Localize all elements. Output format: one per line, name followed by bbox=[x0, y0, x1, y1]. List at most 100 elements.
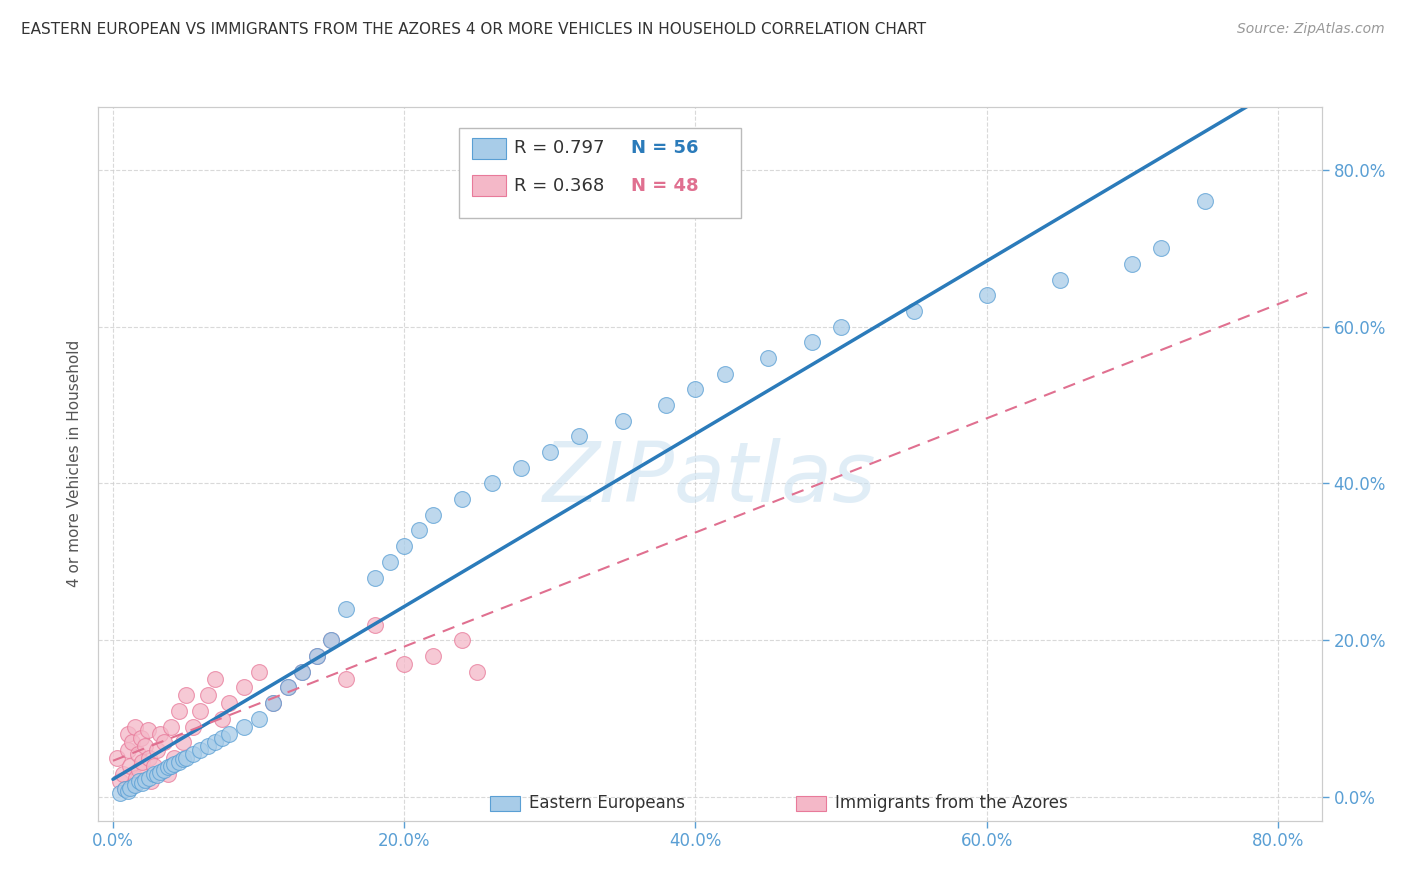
Point bbox=[131, 776, 153, 790]
Point bbox=[131, 755, 153, 769]
Point bbox=[134, 739, 156, 753]
Point bbox=[364, 570, 387, 584]
Y-axis label: 4 or more Vehicles in Household: 4 or more Vehicles in Household bbox=[67, 340, 83, 588]
FancyBboxPatch shape bbox=[460, 128, 741, 218]
Point bbox=[1121, 257, 1143, 271]
Point bbox=[1150, 241, 1173, 255]
Point bbox=[129, 731, 152, 746]
Point bbox=[117, 743, 139, 757]
Point bbox=[277, 681, 299, 695]
Point bbox=[145, 768, 167, 782]
Point bbox=[451, 492, 474, 507]
Point bbox=[378, 555, 401, 569]
Point bbox=[408, 524, 430, 538]
Point bbox=[110, 786, 132, 800]
Point bbox=[233, 720, 256, 734]
Point bbox=[174, 688, 197, 702]
Point bbox=[149, 764, 172, 779]
Point bbox=[163, 757, 186, 772]
Point bbox=[685, 382, 707, 396]
Point bbox=[262, 696, 284, 710]
Point bbox=[335, 602, 357, 616]
Point bbox=[157, 760, 180, 774]
Point bbox=[291, 665, 314, 679]
Point bbox=[153, 735, 176, 749]
Point bbox=[188, 704, 212, 718]
Point bbox=[655, 398, 678, 412]
Point bbox=[465, 665, 488, 679]
Point bbox=[713, 367, 735, 381]
Point bbox=[138, 751, 160, 765]
Text: R = 0.368: R = 0.368 bbox=[515, 177, 605, 194]
Text: ZIPatlas: ZIPatlas bbox=[543, 438, 877, 518]
Point bbox=[138, 771, 160, 785]
Point bbox=[204, 673, 226, 687]
Point bbox=[277, 681, 299, 695]
Point bbox=[1049, 272, 1071, 286]
Point bbox=[121, 735, 143, 749]
FancyBboxPatch shape bbox=[489, 796, 520, 812]
Point bbox=[612, 414, 634, 428]
FancyBboxPatch shape bbox=[796, 796, 827, 812]
Point bbox=[976, 288, 998, 302]
Text: N = 56: N = 56 bbox=[630, 139, 697, 157]
Point bbox=[149, 727, 172, 741]
FancyBboxPatch shape bbox=[471, 175, 506, 196]
Point bbox=[181, 747, 204, 761]
Text: Eastern Europeans: Eastern Europeans bbox=[529, 794, 685, 812]
Point bbox=[163, 751, 186, 765]
Point bbox=[105, 751, 128, 765]
Point bbox=[120, 780, 142, 795]
Point bbox=[174, 751, 197, 765]
Point bbox=[422, 648, 444, 663]
Point bbox=[197, 739, 219, 753]
Point bbox=[139, 774, 162, 789]
Point bbox=[136, 723, 159, 738]
Point bbox=[568, 429, 591, 443]
Point bbox=[233, 681, 256, 695]
Point bbox=[181, 720, 204, 734]
Point bbox=[125, 771, 148, 785]
Point bbox=[197, 688, 219, 702]
Point bbox=[117, 784, 139, 798]
Point bbox=[211, 712, 233, 726]
Point bbox=[1194, 194, 1216, 208]
Point bbox=[204, 735, 226, 749]
Text: R = 0.797: R = 0.797 bbox=[515, 139, 605, 157]
Point bbox=[218, 696, 240, 710]
Point bbox=[305, 648, 328, 663]
Point bbox=[117, 727, 139, 741]
Point bbox=[160, 720, 183, 734]
Point bbox=[247, 665, 270, 679]
Point bbox=[134, 772, 156, 787]
Point bbox=[394, 539, 416, 553]
Point bbox=[172, 752, 194, 766]
Point bbox=[122, 778, 145, 792]
Point bbox=[128, 763, 150, 777]
Text: N = 48: N = 48 bbox=[630, 177, 699, 194]
Point bbox=[218, 727, 240, 741]
Point bbox=[247, 712, 270, 726]
Point bbox=[110, 774, 132, 789]
Point bbox=[167, 704, 190, 718]
Point bbox=[756, 351, 779, 365]
Text: Source: ZipAtlas.com: Source: ZipAtlas.com bbox=[1237, 22, 1385, 37]
Point bbox=[172, 735, 194, 749]
Point bbox=[157, 766, 180, 780]
Point bbox=[509, 460, 531, 475]
Point bbox=[903, 304, 925, 318]
FancyBboxPatch shape bbox=[471, 137, 506, 159]
Point bbox=[335, 673, 357, 687]
Point bbox=[321, 633, 343, 648]
Point bbox=[112, 766, 135, 780]
Point bbox=[114, 782, 136, 797]
Point bbox=[120, 758, 142, 772]
Point bbox=[291, 665, 314, 679]
Point bbox=[801, 335, 824, 350]
Point bbox=[451, 633, 474, 648]
Point bbox=[160, 758, 183, 772]
Point bbox=[394, 657, 416, 671]
Point bbox=[124, 720, 146, 734]
Point bbox=[321, 633, 343, 648]
Text: Immigrants from the Azores: Immigrants from the Azores bbox=[835, 794, 1067, 812]
